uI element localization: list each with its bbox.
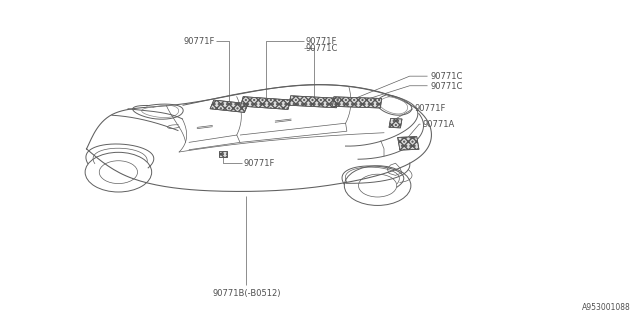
- Bar: [289, 96, 339, 108]
- Bar: [389, 118, 402, 128]
- Text: A953001088: A953001088: [582, 303, 630, 312]
- Bar: [333, 97, 381, 108]
- Bar: [333, 97, 381, 108]
- Bar: [389, 118, 402, 128]
- Bar: [219, 151, 227, 157]
- Text: 90771C: 90771C: [430, 82, 463, 91]
- Bar: [241, 97, 291, 109]
- Bar: [241, 97, 291, 109]
- Bar: [210, 100, 248, 112]
- Bar: [289, 96, 339, 108]
- Bar: [397, 137, 419, 150]
- Text: 90771B(-B0512): 90771B(-B0512): [212, 289, 281, 298]
- Text: 90771C: 90771C: [430, 72, 463, 81]
- Text: 90771F: 90771F: [306, 37, 337, 46]
- Bar: [219, 151, 227, 157]
- Bar: [210, 100, 248, 112]
- Bar: [397, 137, 419, 150]
- Text: 90771C: 90771C: [306, 44, 339, 53]
- Text: 90771F: 90771F: [243, 159, 275, 168]
- Text: 90771F: 90771F: [183, 37, 214, 46]
- Text: 90771F: 90771F: [415, 104, 446, 113]
- Text: 90771A: 90771A: [422, 120, 454, 129]
